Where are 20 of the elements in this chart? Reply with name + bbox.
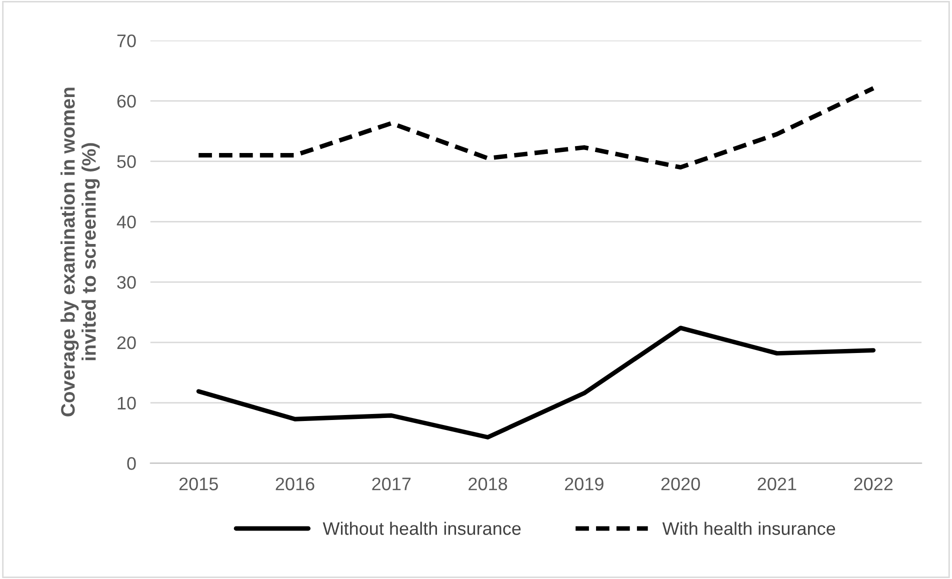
y-tick-label: 20 [117,336,136,350]
x-tick-label: 2016 [276,478,314,490]
y-tick-label: 0 [127,457,136,470]
y-tick-label: 40 [116,216,136,228]
x-tick-label: 2022 [854,478,893,490]
y-tick-label: 70 [117,34,136,48]
line-series [196,326,876,440]
x-tick-label: 2017 [372,478,411,490]
y-axis-title: Coverage by examination in women invited to screening (%) [60,88,100,416]
legend-label: Without health insurance [322,522,521,535]
x-tick-label: 2021 [758,478,796,490]
legend-label: With health insurance [662,522,836,535]
x-tick-label: 2020 [661,478,700,490]
x-tick-label: 2015 [179,478,218,490]
y-tick-label: 60 [117,94,136,108]
y-tick-label: 10 [118,396,136,410]
x-tick-label: 2018 [468,478,508,490]
x-tick-label: 2019 [565,478,604,490]
y-tick-label: 30 [117,276,136,289]
y-tick-label: 50 [117,155,136,168]
